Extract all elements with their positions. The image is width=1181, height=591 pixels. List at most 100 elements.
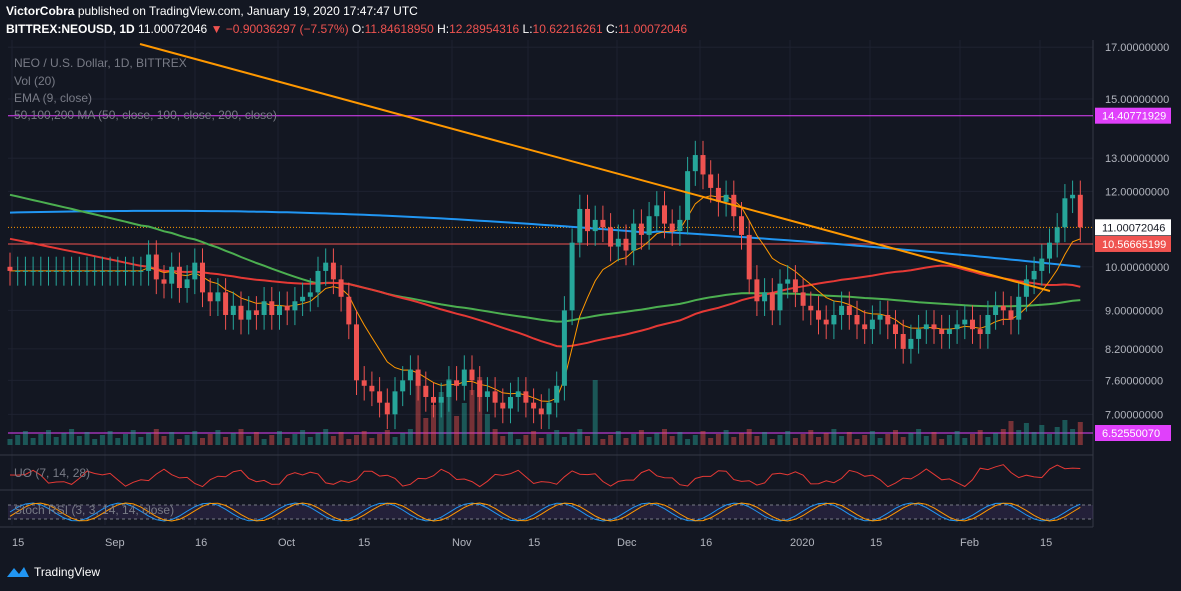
volume-bar	[515, 439, 521, 445]
volume-bar	[816, 437, 821, 445]
price-change: −0.90036297 (−7.57%)	[225, 22, 349, 36]
candle-body	[346, 296, 352, 325]
legend-uo[interactable]: UO (7, 14, 28)	[14, 466, 91, 480]
volume-bar	[823, 433, 829, 445]
candle-body	[92, 270, 98, 272]
volume-bar	[361, 431, 367, 445]
brand-name: TradingView	[34, 565, 101, 579]
volume-bar	[785, 431, 791, 445]
volume-bar	[946, 435, 952, 445]
volume-bar	[400, 433, 406, 445]
price-tick-label: 13.00000000	[1105, 153, 1169, 165]
time-tick-label: 16	[700, 537, 712, 549]
candle-body	[215, 292, 221, 302]
candle-body	[754, 279, 760, 302]
candle-body	[508, 396, 513, 409]
legend-stoch[interactable]: Stoch RSI (3, 3, 14, 14, close)	[14, 503, 175, 517]
candle-body	[1031, 270, 1037, 280]
candle-body	[816, 310, 821, 320]
volume-bar	[1047, 434, 1052, 445]
volume-bar	[808, 430, 814, 445]
price-tick-label: 8.20000000	[1105, 344, 1163, 356]
publisher[interactable]: VictorCobra	[6, 4, 75, 18]
candle-body	[1054, 227, 1060, 243]
candle-body	[338, 279, 344, 297]
candle-body	[654, 205, 660, 217]
candle-body	[708, 174, 714, 188]
uo-line	[9, 464, 1081, 488]
volume-bar	[523, 435, 529, 445]
legend-ema[interactable]: EMA (9, close)	[14, 91, 93, 105]
candle-body	[1008, 310, 1014, 320]
candle-body	[461, 369, 467, 386]
candle-body	[608, 227, 614, 247]
volume-bar	[931, 432, 937, 445]
candle-body	[146, 254, 152, 271]
time-tick-label: Nov	[452, 537, 472, 549]
candle-body	[685, 171, 691, 220]
volume-bar	[84, 432, 90, 445]
candle-body	[523, 391, 529, 403]
price-label-bg	[1095, 425, 1171, 441]
volume-bar	[138, 437, 144, 445]
volume-bar	[654, 433, 660, 445]
candle-body	[585, 208, 590, 232]
candle-body	[292, 301, 298, 311]
time-tick-label: 15	[358, 537, 370, 549]
candle-body	[377, 391, 383, 403]
candle-body	[839, 305, 845, 315]
volume-bar	[246, 436, 252, 445]
candle-body	[253, 310, 259, 315]
volume-bar	[1000, 429, 1006, 445]
volume-bar	[330, 436, 336, 445]
candle-body	[854, 314, 860, 325]
candle-body	[176, 266, 182, 288]
legend-vol[interactable]: Vol (20)	[14, 74, 56, 88]
price-tick-label: 17.00000000	[1105, 42, 1169, 54]
volume-bar	[708, 438, 714, 445]
candle-body	[877, 314, 883, 320]
legend-title[interactable]: NEO / U.S. Dollar, 1D, BITTREX	[14, 56, 187, 70]
volume-bar	[954, 431, 960, 445]
legend-ma[interactable]: 50,100,200 MA (50, close, 100, close, 20…	[14, 108, 277, 122]
price-label-text: 14.40771929	[1102, 111, 1166, 123]
candle-body	[207, 292, 213, 302]
candle-body	[862, 324, 868, 330]
candle-body	[762, 292, 768, 302]
volume-bar	[777, 435, 783, 445]
candle-body	[646, 216, 652, 235]
volume-bar	[769, 439, 775, 445]
volume-bars	[7, 377, 1083, 445]
candle-body	[662, 205, 667, 224]
volume-bar	[7, 439, 13, 445]
candle-body	[962, 319, 968, 325]
candle-body	[623, 238, 629, 251]
volume-bar	[469, 390, 475, 445]
last-price: 11.00072046	[138, 22, 208, 36]
candle-body	[600, 219, 606, 228]
volume-bar	[846, 432, 852, 445]
volume-bar	[1054, 427, 1060, 445]
volume-bar	[531, 431, 537, 445]
volume-bar	[346, 439, 352, 445]
candle-body	[638, 223, 644, 235]
candle-body	[669, 223, 675, 232]
volume-bar	[115, 438, 121, 445]
volume-bar	[1077, 422, 1083, 445]
footer-brand[interactable]: TradingView	[6, 565, 100, 579]
candle-body	[477, 380, 483, 397]
candle-body	[330, 262, 336, 280]
volume-bar	[76, 436, 82, 445]
time-tick-label: 2020	[790, 537, 814, 549]
candle-body	[977, 329, 983, 335]
candle-body	[1070, 194, 1076, 199]
volume-bar	[939, 439, 945, 445]
volume-bar	[1039, 425, 1045, 445]
volume-bar	[323, 429, 329, 445]
price-tick-label: 15.00000000	[1105, 94, 1169, 106]
candle-body	[692, 155, 698, 172]
volume-bar	[585, 436, 590, 445]
symbol[interactable]: BITTREX:NEOUSD, 1D	[6, 22, 135, 36]
candle-body	[446, 380, 452, 397]
